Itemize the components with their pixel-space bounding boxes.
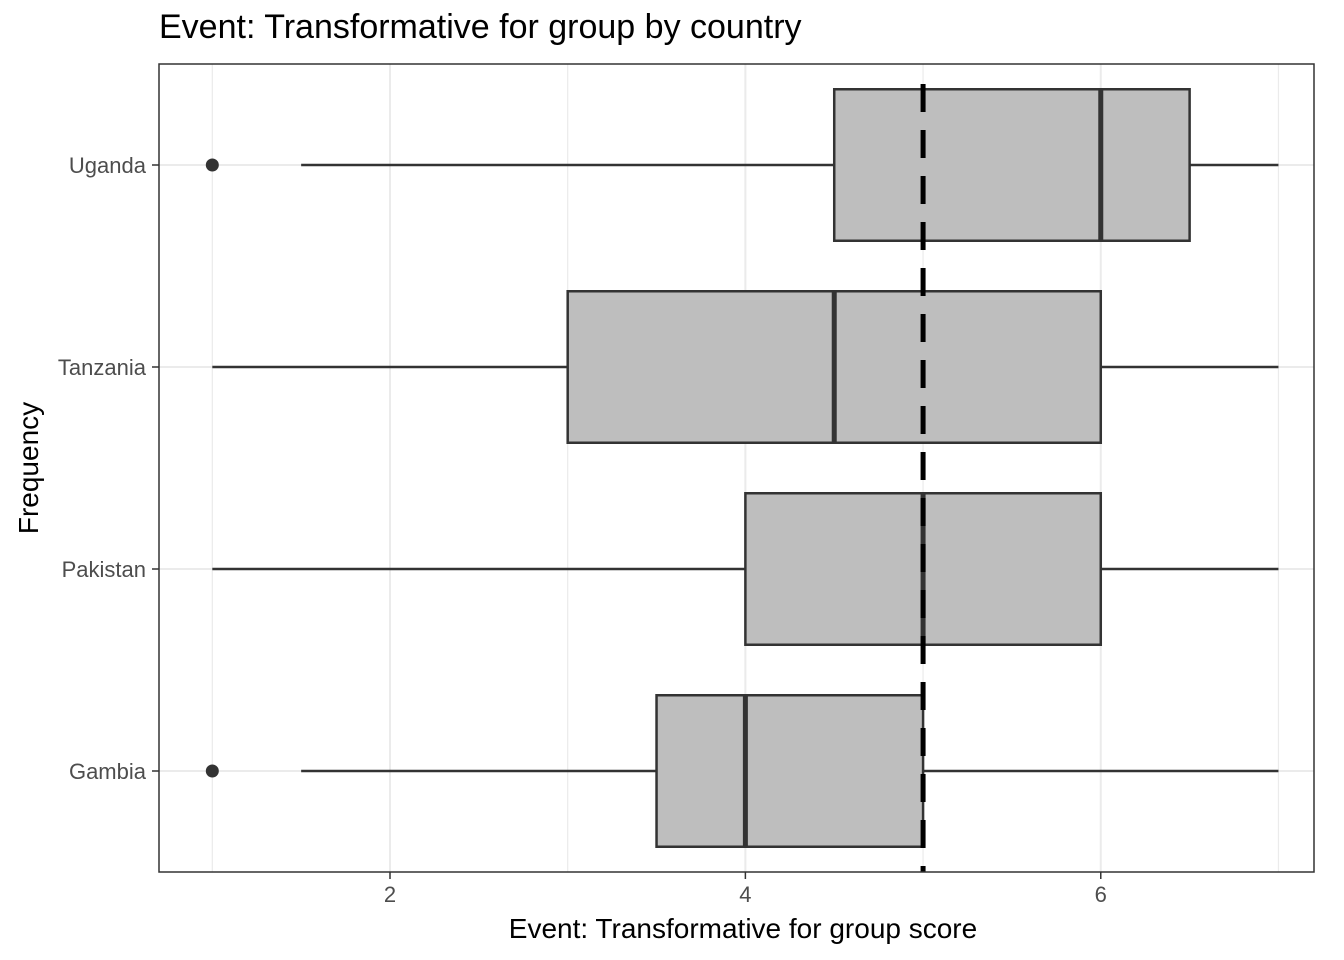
outlier-point-gambia	[205, 764, 219, 778]
box-gambia	[655, 694, 925, 848]
y-tick-label-gambia: Gambia	[69, 759, 147, 784]
y-tick-label-tanzania: Tanzania	[58, 355, 147, 380]
x-tick-label: 4	[739, 882, 751, 907]
outlier-point-uganda	[205, 158, 219, 172]
y-axis-title: Frequency	[13, 402, 44, 534]
panel-border	[158, 63, 1315, 873]
box-uganda	[832, 88, 1191, 242]
axis-layer: 2 4 6 Gambia Pakistan Tanzania Uganda	[58, 153, 1107, 907]
x-tick-label: 6	[1095, 882, 1107, 907]
x-axis-title: Event: Transformative for group score	[509, 913, 977, 944]
box-layer	[205, 88, 1279, 848]
y-tick-label-pakistan: Pakistan	[62, 557, 146, 582]
chart-title: Event: Transformative for group by count…	[159, 8, 802, 46]
y-tick-label-uganda: Uganda	[69, 153, 147, 178]
x-tick-label: 2	[384, 882, 396, 907]
